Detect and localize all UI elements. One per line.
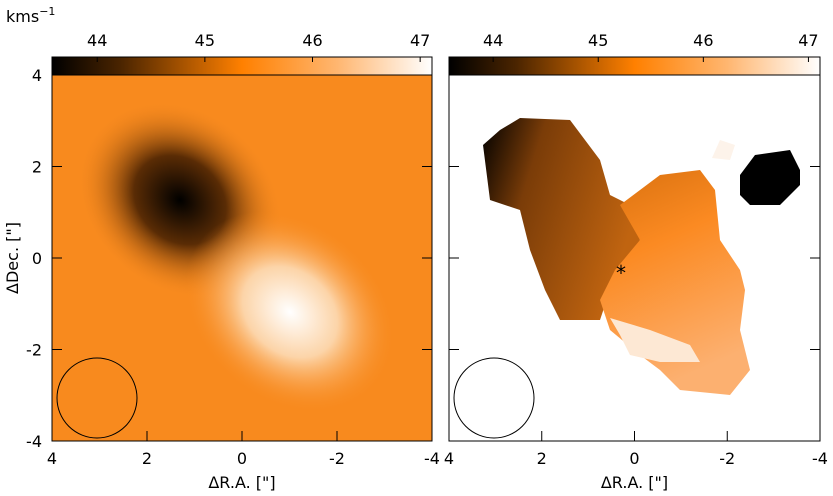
x-tick-label: -2 <box>719 449 735 468</box>
y-axis-label: ΔDec. ["] <box>3 222 22 294</box>
colorbar-tick-label: 47 <box>410 31 430 50</box>
colorbar <box>448 56 821 76</box>
colorbar-tick-label: 46 <box>302 31 322 50</box>
beam <box>56 357 138 439</box>
colorbar-tick-label: 45 <box>588 31 608 50</box>
colorbar-tick-label: 44 <box>483 31 503 50</box>
colorbar-tick-label: 46 <box>693 31 713 50</box>
x-tick-label: 2 <box>537 449 547 468</box>
right-map: * <box>483 118 800 395</box>
x-axis-label: ΔR.A. ["] <box>601 473 668 492</box>
y-tick-label: 2 <box>32 158 42 177</box>
colorbar <box>51 56 433 76</box>
y-tick-label: 0 <box>32 249 42 268</box>
colorbar-tick-label: 47 <box>798 31 818 50</box>
colorbar-unit-text: kms <box>6 7 39 26</box>
y-tick-label: -4 <box>26 432 42 451</box>
y-tick-label: 4 <box>32 66 42 85</box>
y-tick-label: -2 <box>26 341 42 360</box>
beam <box>453 357 535 439</box>
x-tick-label: 4 <box>47 449 57 468</box>
svg-text:*: * <box>616 261 626 285</box>
x-tick-label: 0 <box>629 449 639 468</box>
x-tick-label: -4 <box>424 449 440 468</box>
colorbar-unit-sup: −1 <box>39 5 55 18</box>
colorbar-tick-label: 44 <box>87 31 107 50</box>
x-tick-label: 0 <box>237 449 247 468</box>
colorbar-tick-label: 45 <box>195 31 215 50</box>
x-tick-label: 2 <box>142 449 152 468</box>
left-map <box>52 75 432 441</box>
x-tick-label: -4 <box>812 449 828 468</box>
x-tick-label: -2 <box>329 449 345 468</box>
colorbar-unit: kms−1 <box>6 5 55 26</box>
x-tick-label: 4 <box>444 449 454 468</box>
x-axis-label: ΔR.A. ["] <box>208 473 275 492</box>
